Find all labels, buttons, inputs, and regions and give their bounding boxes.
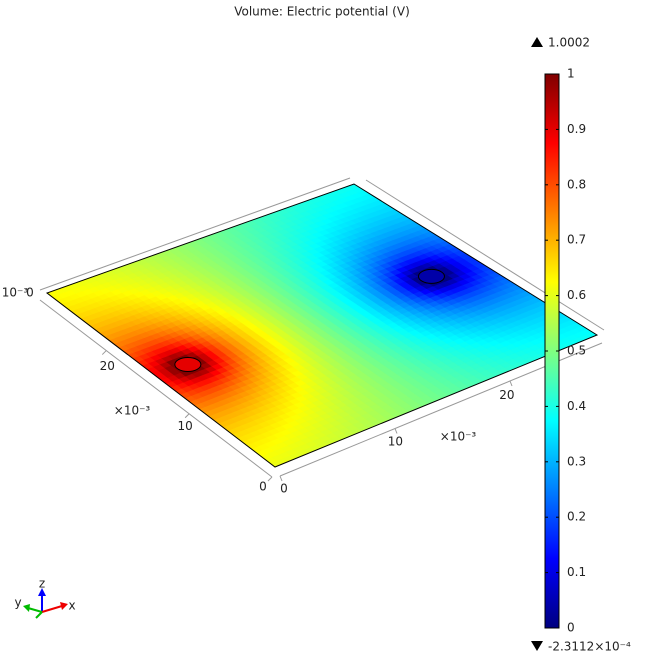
axis-line (39, 299, 273, 478)
colorbar-tick-label: 0.7 (567, 233, 586, 247)
colorbar-min-label: -2.3112×10⁻⁴ (548, 640, 631, 654)
colorbar: 0 0.1 0.2 0.3 0.4 0.5 0.6 0.7 0.8 0.9 1 (544, 67, 586, 635)
y-tick-label: 10 (178, 419, 193, 433)
colorbar-tick-label: 1 (567, 67, 575, 81)
axis-line (365, 179, 605, 331)
z-axis-label: 10⁻³ (2, 286, 29, 300)
y-tick (184, 413, 190, 419)
x-tick (509, 380, 513, 387)
chart-title: Volume: Electric potential (V) (234, 5, 410, 19)
colorbar-max-label: 1.0002 (548, 36, 590, 50)
electrode (174, 357, 202, 373)
triad-y (27, 607, 43, 613)
x-tick-label: 10 (388, 435, 403, 449)
triad-arrow (23, 604, 30, 612)
triad-x-label: x (68, 599, 75, 613)
colorbar-tick-label: 0.6 (567, 288, 586, 302)
electrode (417, 268, 445, 284)
triad-x (41, 605, 63, 613)
x-tick (394, 428, 398, 434)
triad-arrow (38, 588, 46, 596)
colorbar-tick-label: 0.1 (567, 565, 586, 579)
colorbar-tick-label: 0.2 (567, 510, 586, 524)
colorbar-tick-label: 0.3 (567, 454, 586, 468)
y-tick-label: 20 (100, 359, 115, 373)
colorbar-tick-label: 0 (567, 621, 575, 635)
z-tick-label: 0 (26, 286, 34, 300)
surface (46, 183, 598, 468)
x-axis-label: ×10⁻³ (440, 430, 477, 444)
triad-arrow (60, 602, 68, 610)
triad-y2 (35, 611, 43, 619)
x-tick-label: 0 (280, 482, 288, 496)
x-tick (279, 475, 283, 482)
x-tick-label: 20 (499, 388, 514, 402)
colorbar-tick-label: 0.5 (567, 344, 586, 358)
triad-z-label: z (39, 577, 45, 591)
colorbar-tick-label: 0.9 (567, 122, 586, 136)
plate-outline (45, 183, 599, 468)
triad-y-label: y (14, 596, 21, 610)
y-axis-label: ×10⁻³ (114, 404, 151, 418)
colorbar-tick-label: 0.4 (567, 399, 586, 413)
y-tick-label: 0 (259, 480, 267, 494)
y-tick (267, 476, 273, 482)
colorbar-tick-label: 0.8 (567, 177, 586, 191)
y-tick (101, 350, 107, 355)
axis-line (39, 177, 351, 291)
min-marker (531, 641, 543, 651)
axis-triad: z y x (14, 577, 76, 619)
max-marker (531, 37, 543, 47)
